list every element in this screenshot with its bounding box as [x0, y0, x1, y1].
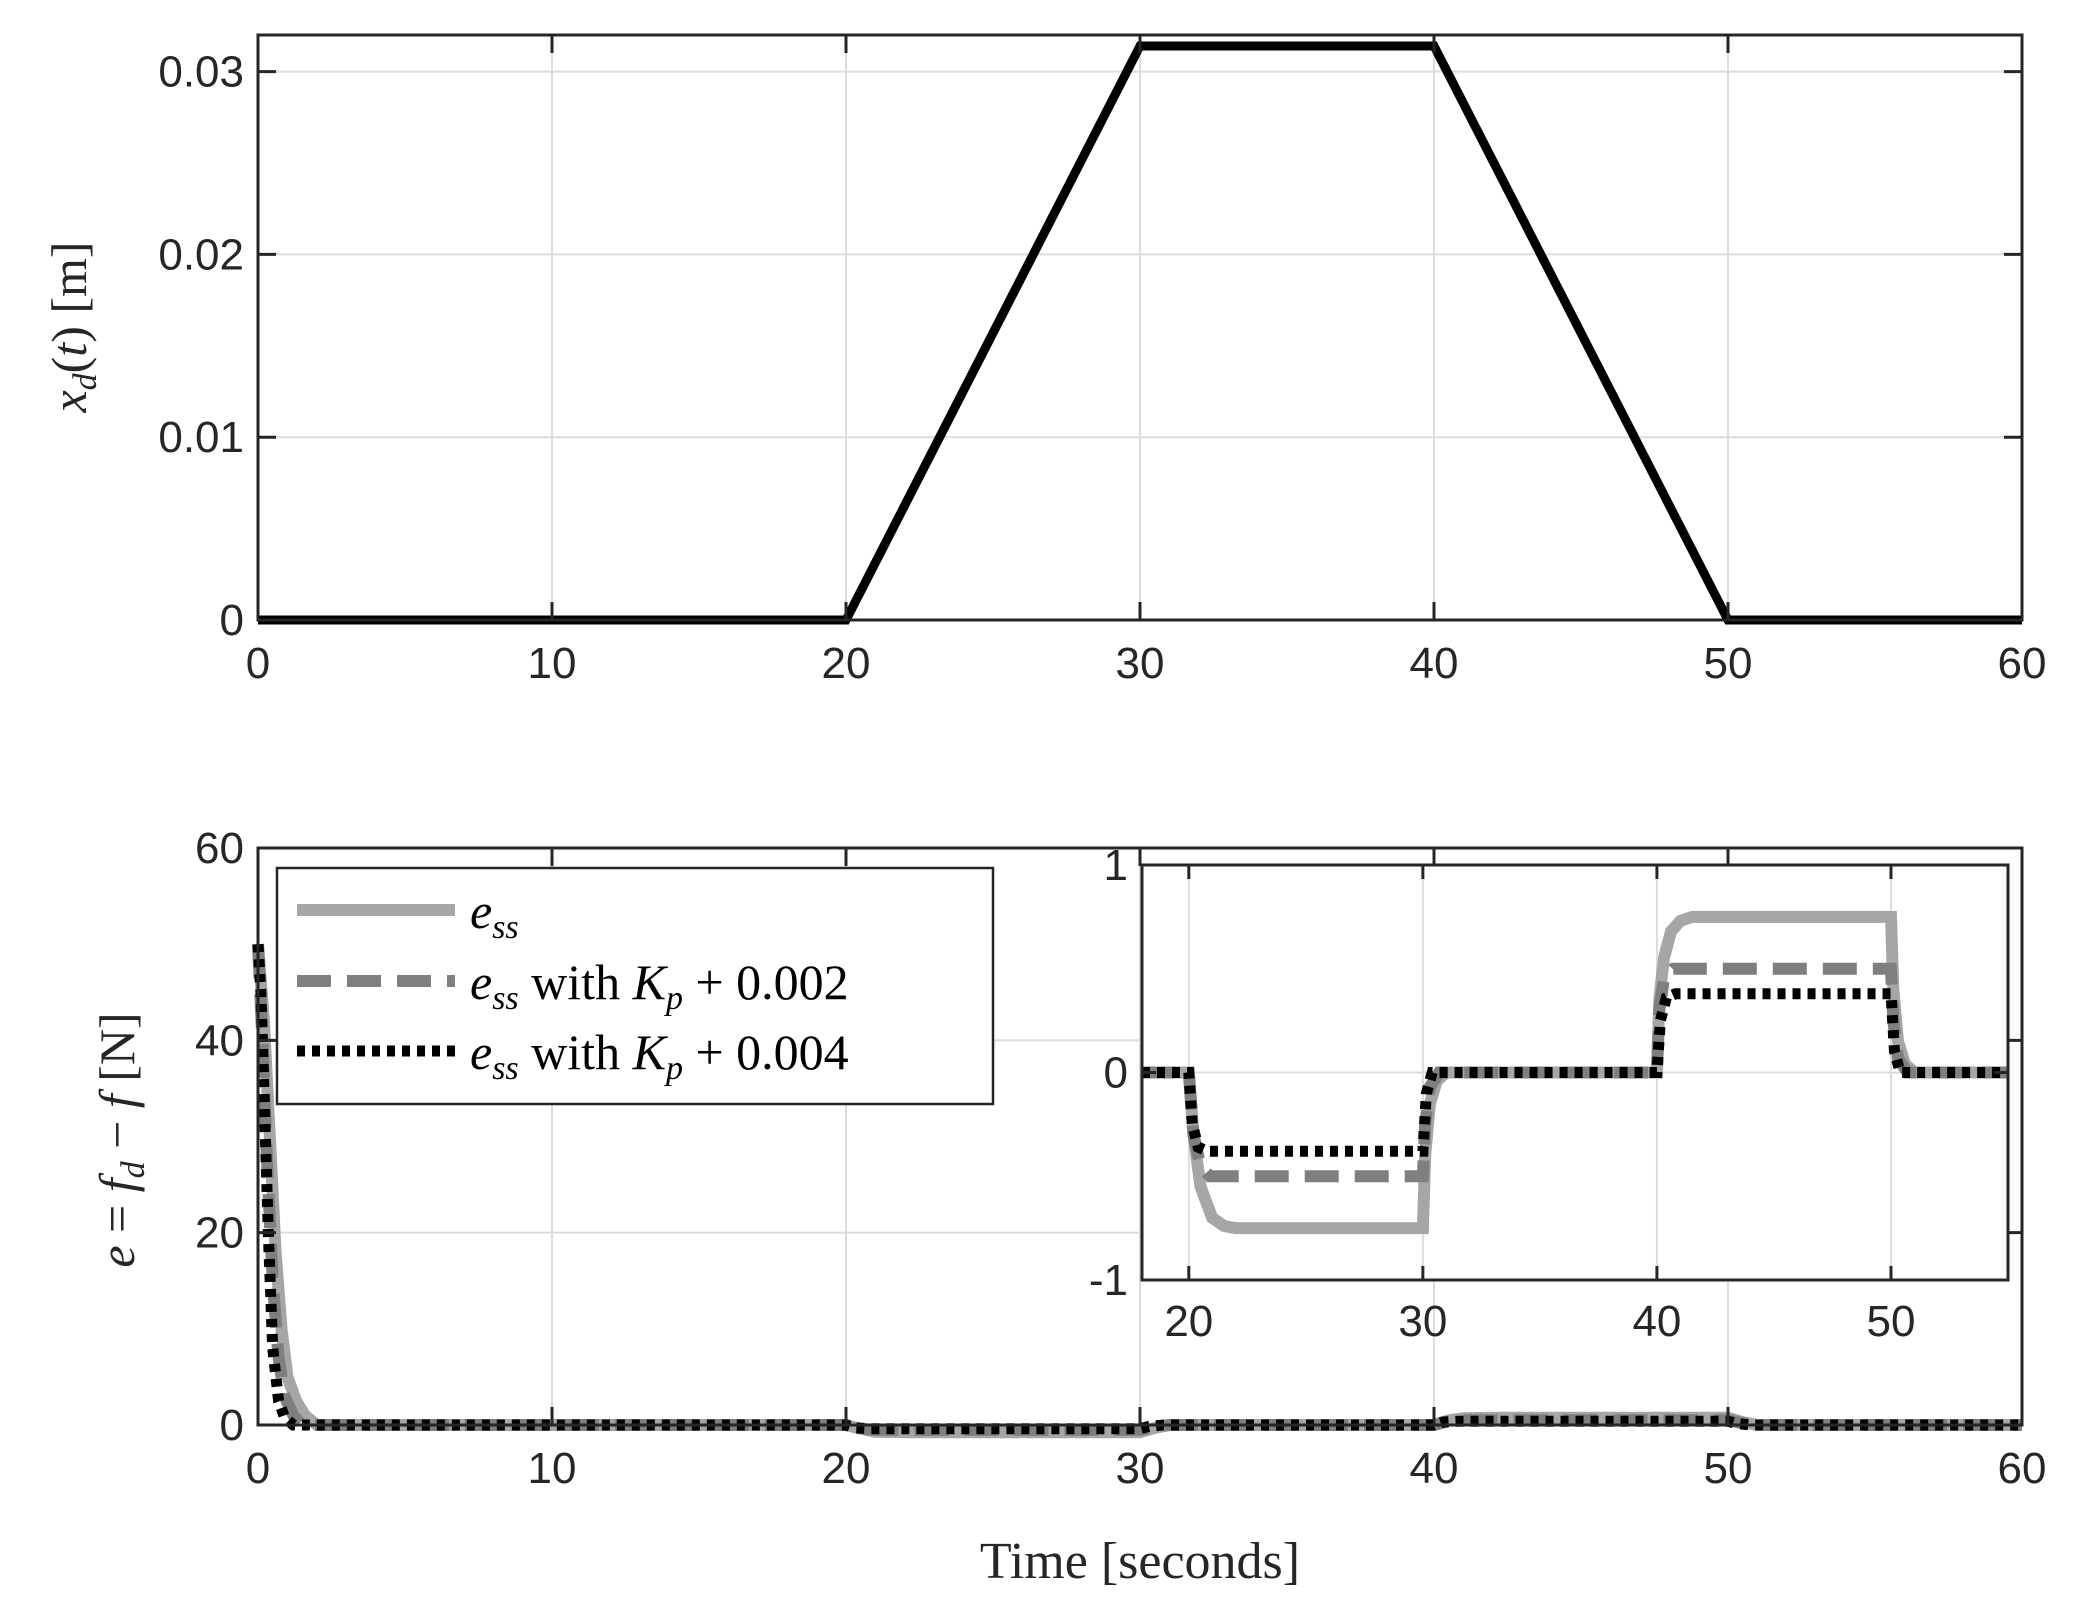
bot-ylabel-e: e [89, 1245, 145, 1267]
y-tick-label: 0.03 [158, 48, 244, 97]
x-tick-label: 50 [1704, 639, 1753, 688]
x-tick-label: 20 [1164, 1297, 1213, 1346]
x-tick-label: 10 [528, 639, 577, 688]
top-ylabel-paren: ( [41, 357, 97, 374]
x-tick-label: 20 [822, 639, 871, 688]
top-plot-ticks: 0 10 20 30 40 50 60 0 0.01 0.02 0.03 [158, 35, 2046, 688]
top-ylabel-unit: ) [m] [41, 241, 97, 342]
x-tick-label: 50 [1704, 1444, 1753, 1493]
x-tick-label: 0 [246, 639, 270, 688]
top-plot-axes: 0 10 20 30 40 50 60 0 0.01 0.02 0.03 xd(t) [m] [41, 33, 2046, 688]
top-ylabel-t: t [41, 342, 97, 357]
legend-gain-sub: p [664, 1050, 683, 1087]
legend-label-2: ess with Kp + 0.002 [470, 954, 849, 1017]
x-tick-label: 30 [1398, 1297, 1447, 1346]
y-tick-label: -1 [1089, 1256, 1128, 1305]
x-tick-label: 60 [1998, 1444, 2047, 1493]
inset-plot-axes: 20 30 40 50 -1 0 1 [1089, 841, 2010, 1346]
y-tick-label: 0.01 [158, 413, 244, 462]
bottom-y-axis-label: e = fd − f [N] [89, 1012, 152, 1267]
bot-ylabel-eq: = [89, 1192, 145, 1245]
top-y-axis-label: xd(t) [m] [41, 241, 104, 413]
bottom-x-axis-label: Time [seconds] [980, 1533, 1300, 1590]
series-line-3 [1142, 988, 2008, 1157]
x-tick-label: 20 [822, 1444, 871, 1493]
legend-gain: K [632, 1024, 669, 1080]
x-tick-label: 0 [246, 1444, 270, 1493]
series-line-3 [252, 943, 2022, 1435]
x-tick-label: 40 [1632, 1297, 1681, 1346]
bot-ylabel-minus: − [89, 1108, 145, 1161]
top-ylabel-var: x [41, 390, 97, 413]
legend-sub: ss [492, 980, 518, 1017]
legend-sub: ss [492, 1050, 518, 1087]
legend-sym: e [470, 1024, 492, 1080]
x-tick-label: 50 [1866, 1297, 1915, 1346]
y-tick-label: 40 [195, 1016, 244, 1065]
bot-ylabel-unit: [N] [89, 1012, 145, 1094]
legend-sym: e [470, 954, 492, 1010]
legend-gain: K [632, 954, 669, 1010]
bottom-plot-lines [252, 943, 2022, 1439]
x-tick-label: 60 [1998, 639, 2047, 688]
inset-plot-lines [1142, 910, 2008, 1235]
legend-value: + 0.002 [683, 954, 849, 1010]
legend-value: + 0.004 [683, 1024, 849, 1080]
inset-plot-ticks: 20 30 40 50 -1 0 1 [1089, 841, 2008, 1346]
x-tick-label: 30 [1116, 639, 1165, 688]
y-tick-label: 0 [220, 596, 244, 645]
x-tick-label: 40 [1410, 1444, 1459, 1493]
legend-gain-sub: p [664, 980, 683, 1017]
y-tick-label: 20 [195, 1209, 244, 1258]
legend-sub: ss [492, 909, 518, 946]
legend-sym: e [470, 883, 492, 939]
legend-text: with [519, 954, 633, 1010]
y-tick-label: 0 [220, 1401, 244, 1450]
legend-label-3: ess with Kp + 0.004 [470, 1024, 849, 1087]
legend-label-1: ess [470, 883, 519, 946]
x-tick-label: 30 [1116, 1444, 1165, 1493]
y-tick-label: 0 [1104, 1049, 1128, 1098]
y-tick-label: 60 [195, 824, 244, 873]
y-tick-label: 0.02 [158, 230, 244, 279]
top-ylabel-sub: d [67, 372, 104, 390]
legend-text: with [519, 1024, 633, 1080]
x-tick-label: 10 [528, 1444, 577, 1493]
y-tick-label: 1 [1104, 841, 1128, 890]
bot-ylabel-sub: d [115, 1160, 152, 1178]
x-tick-label: 40 [1410, 639, 1459, 688]
